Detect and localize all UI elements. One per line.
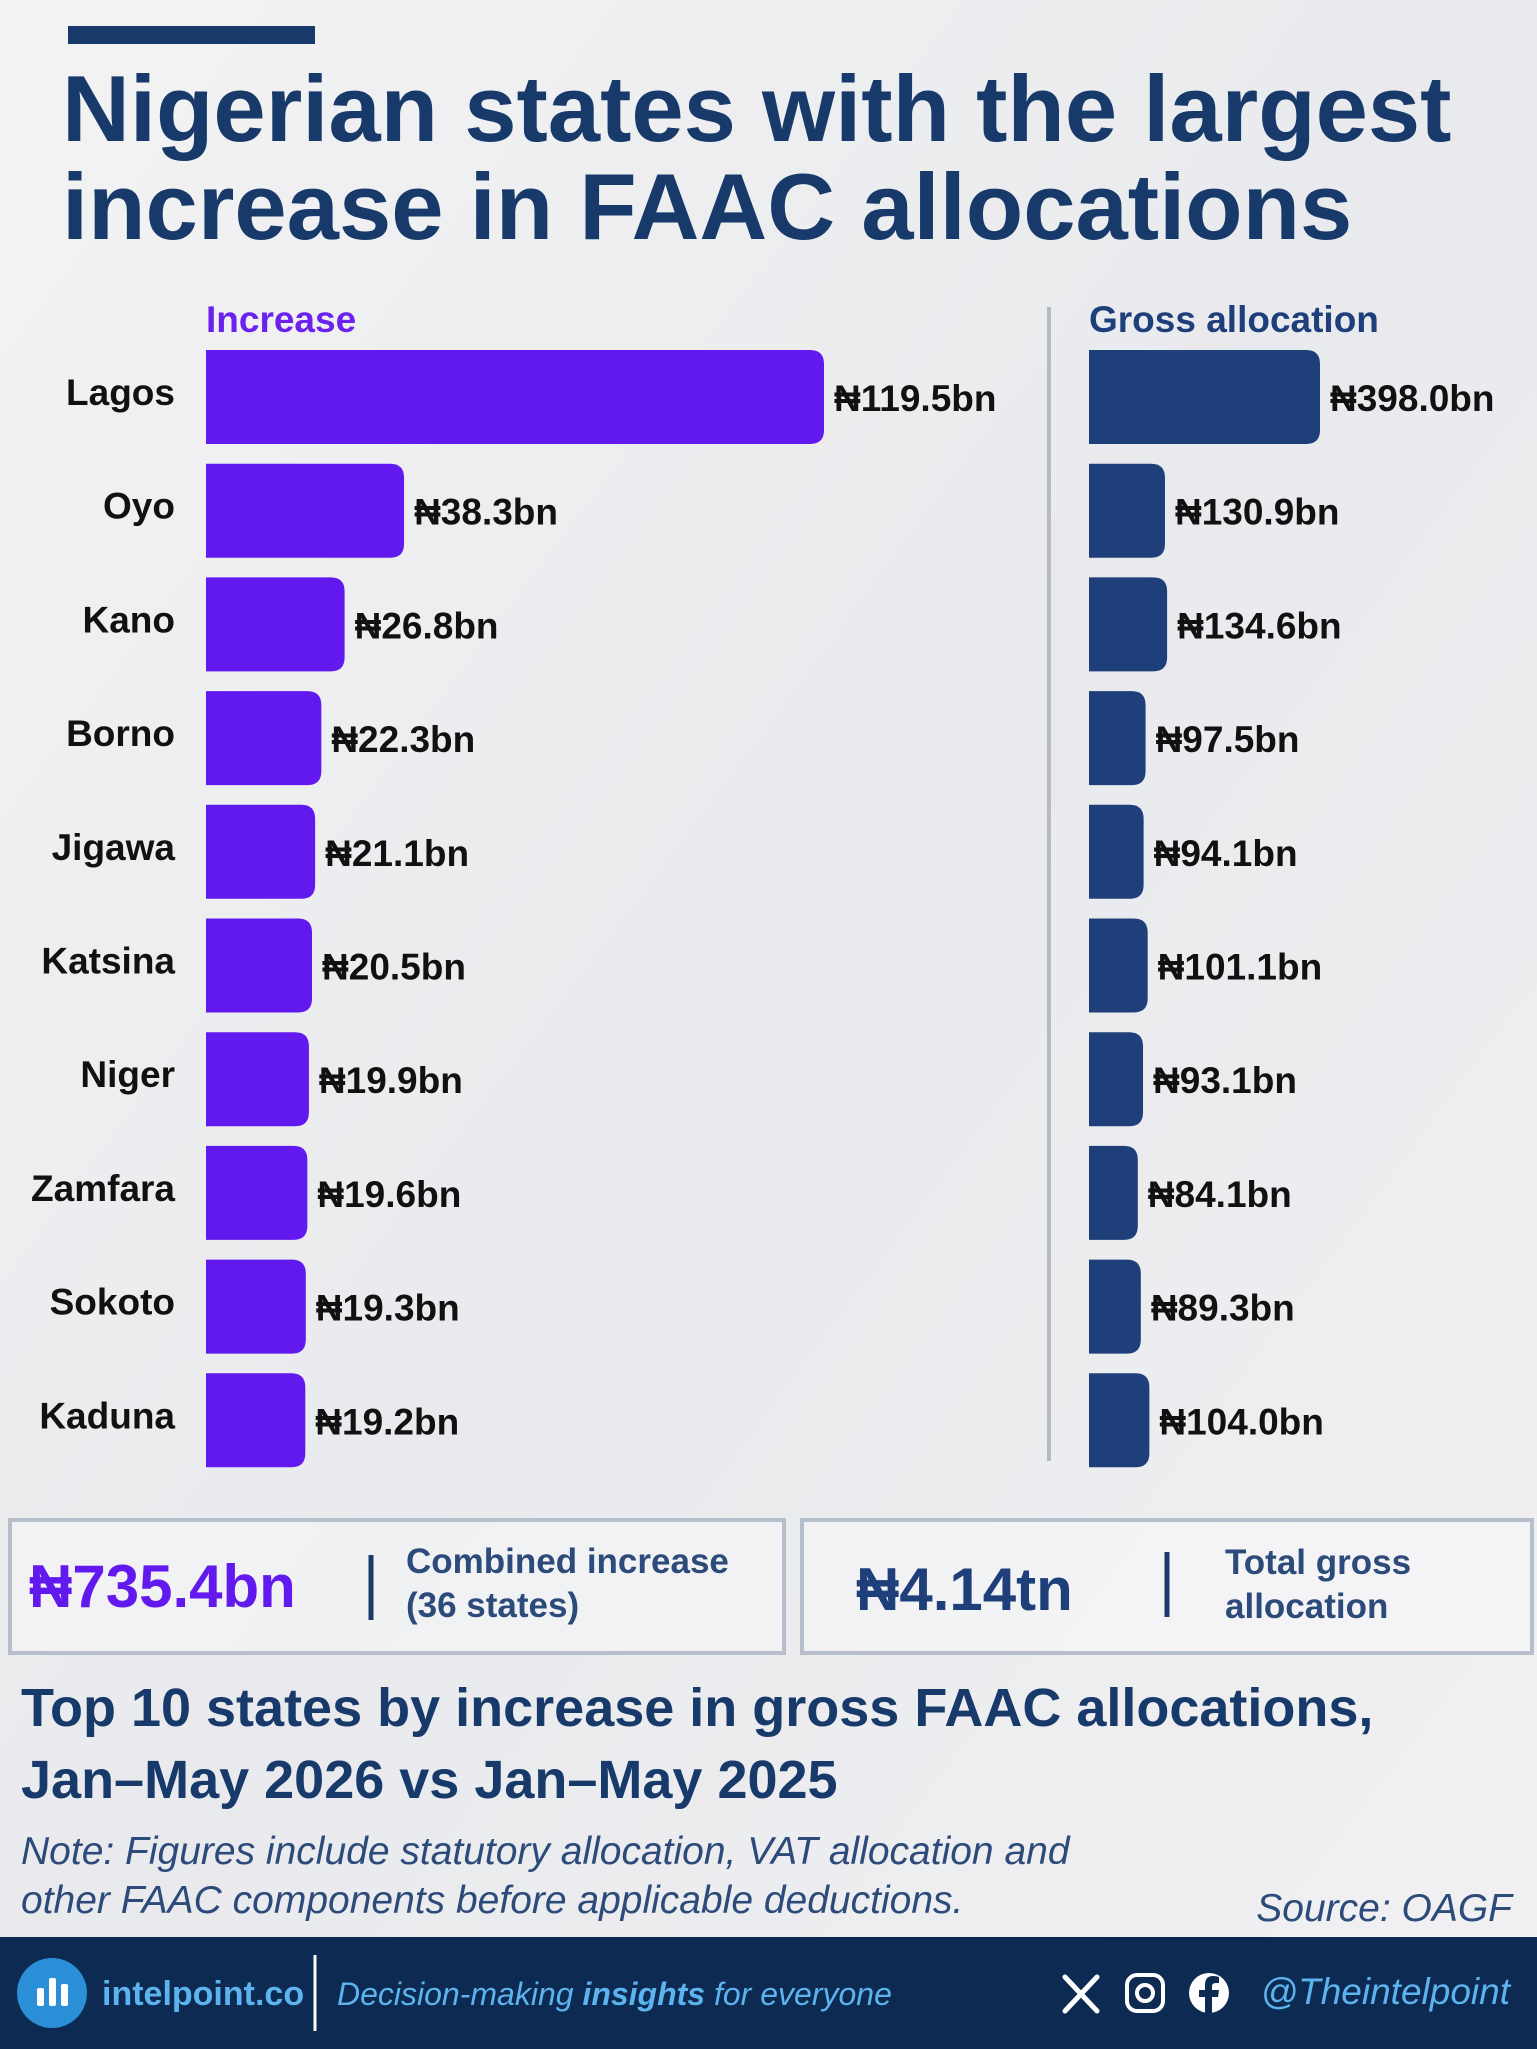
bar (206, 350, 824, 444)
bar (1089, 1032, 1144, 1127)
tagline-part: Decision-making (337, 1976, 582, 2012)
category-label: Sokoto (50, 1282, 175, 1323)
subtitle-line: Top 10 states by increase in gross FAAC … (21, 1678, 1373, 1738)
bar (206, 1373, 306, 1468)
bar (1089, 577, 1168, 672)
value-label: ₦38.3bn (414, 492, 558, 533)
value-label: ₦19.9bn (319, 1060, 463, 1101)
bar (1089, 691, 1146, 786)
title-line: Nigerian states with the largest (62, 56, 1451, 161)
bar (206, 918, 313, 1013)
value-label: ₦101.1bn (1158, 947, 1323, 988)
summary-value: ₦735.4bn (29, 1553, 296, 1620)
summary-box (8, 1518, 786, 1655)
bar (206, 691, 322, 786)
bar (1089, 1373, 1150, 1468)
tagline: Decision-making insights for everyone (337, 1976, 892, 2012)
value-label: ₦119.5bn (834, 378, 996, 419)
bar (206, 463, 405, 558)
logo-icon (37, 1978, 68, 2006)
category-label: Jigawa (52, 827, 176, 868)
chart-title: Gross allocation (1089, 299, 1379, 340)
value-label: ₦84.1bn (1148, 1174, 1292, 1215)
bar (1089, 1259, 1141, 1354)
charts: Increase Lagos ₦119.5bn Oyo ₦38.3bn Kano ₦26.8… (31, 299, 1495, 1468)
instagram-icon[interactable] (1125, 1973, 1165, 2013)
bar (206, 1259, 306, 1354)
category-label: Borno (66, 713, 175, 754)
value-label: ₦21.1bn (325, 833, 469, 874)
category-label: Oyo (103, 486, 175, 527)
x-icon[interactable] (1062, 1974, 1100, 2014)
note-line: other FAAC components before applicable … (21, 1879, 963, 1922)
category-label: Kaduna (39, 1395, 175, 1436)
value-label: ₦134.6bn (1177, 605, 1342, 646)
source: Source: OAGF (1256, 1887, 1514, 1930)
value-label: ₦130.9bn (1175, 492, 1340, 533)
bar (206, 804, 316, 899)
value-label: ₦104.0bn (1159, 1401, 1324, 1442)
accent-bar (68, 26, 315, 44)
category-label: Kano (83, 599, 176, 640)
title-line: increase in FAAC allocations (62, 154, 1352, 259)
bar (1089, 463, 1165, 558)
bar (1089, 1145, 1138, 1240)
bar (1089, 804, 1144, 899)
summary-text: Total gross (1225, 1543, 1411, 1582)
value-label: ₦398.0bn (1330, 378, 1495, 419)
bar (206, 577, 345, 672)
value-label: ₦94.1bn (1154, 833, 1298, 874)
summary-text: allocation (1225, 1587, 1388, 1626)
value-label: ₦22.3bn (331, 719, 475, 760)
summary-text: (36 states) (406, 1586, 579, 1625)
chart-title: Increase (206, 299, 356, 340)
value-label: ₦20.5bn (322, 947, 466, 988)
note-line: Note: Figures include statutory allocati… (21, 1830, 1071, 1873)
value-label: ₦19.6bn (317, 1174, 461, 1215)
value-label: ₦93.1bn (1153, 1060, 1297, 1101)
footer (0, 1937, 1537, 2049)
category-label: Zamfara (31, 1168, 175, 1209)
category-label: Lagos (66, 372, 175, 413)
handle[interactable]: @Theintelpoint (1261, 1971, 1512, 2012)
facebook-icon[interactable] (1189, 1973, 1229, 2013)
value-label: ₦97.5bn (1156, 719, 1300, 760)
summary-text: Combined increase (406, 1542, 729, 1581)
category-label: Niger (80, 1054, 175, 1095)
tagline-part: for everyone (705, 1976, 892, 2012)
value-label: ₦19.2bn (315, 1401, 459, 1442)
bar (206, 1145, 308, 1240)
brand[interactable]: intelpoint.co (102, 1975, 304, 2013)
category-label: Katsina (41, 941, 175, 982)
value-label: ₦89.3bn (1151, 1288, 1295, 1329)
summary-value: ₦4.14tn (856, 1556, 1073, 1623)
bar (206, 1032, 309, 1127)
value-label: ₦26.8bn (355, 605, 499, 646)
value-label: ₦19.3bn (316, 1288, 460, 1329)
bar (1089, 918, 1148, 1013)
tagline-part: insights (582, 1976, 705, 2012)
bar (1089, 350, 1320, 444)
subtitle-line: Jan–May 2026 vs Jan–May 2025 (21, 1750, 838, 1810)
